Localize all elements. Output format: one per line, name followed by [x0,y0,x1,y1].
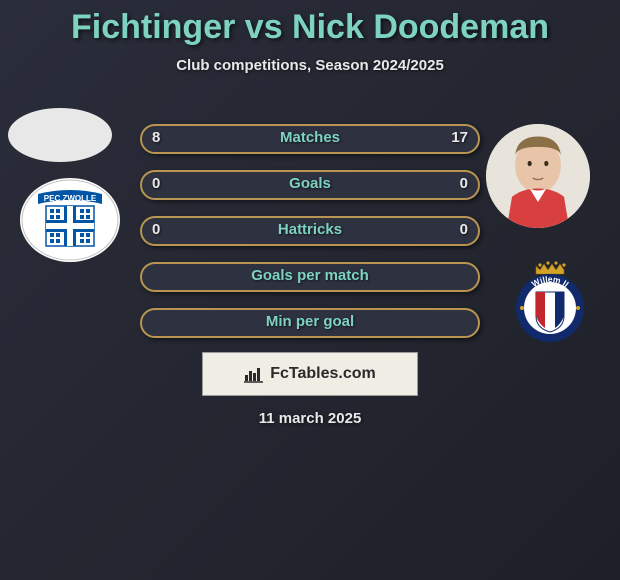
stat-label: Goals [142,175,478,192]
svg-text:PEC ZWOLLE: PEC ZWOLLE [44,194,97,203]
player-left-photo [8,108,112,162]
branding-box: FcTables.com [202,352,418,396]
club-right-badge: Willem II Tilburg [500,258,600,342]
comparison-title: Fichtinger vs Nick Doodeman [0,0,620,47]
stat-right-value: 0 [460,175,468,192]
comparison-subtitle: Club competitions, Season 2024/2025 [0,57,620,74]
stat-label: Hattricks [142,221,478,238]
stat-label: Goals per match [142,267,478,284]
stat-label: Min per goal [142,313,478,330]
stat-right-value: 17 [451,129,468,146]
branding-text: FcTables.com [270,365,376,383]
stat-row-hattricks: 0 Hattricks 0 [140,216,480,246]
stat-row-min-per-goal: Min per goal [140,308,480,338]
stats-container: 8 Matches 17 0 Goals 0 0 Hattricks 0 Goa… [140,124,480,354]
club-left-badge: PEC ZWOLLE [20,178,120,262]
bar-chart-icon [244,365,264,383]
stat-row-matches: 8 Matches 17 [140,124,480,154]
stat-row-goals-per-match: Goals per match [140,262,480,292]
stat-row-goals: 0 Goals 0 [140,170,480,200]
player-right-photo [486,124,590,228]
stat-label: Matches [142,129,478,146]
stat-right-value: 0 [460,221,468,238]
comparison-date: 11 march 2025 [0,410,620,427]
